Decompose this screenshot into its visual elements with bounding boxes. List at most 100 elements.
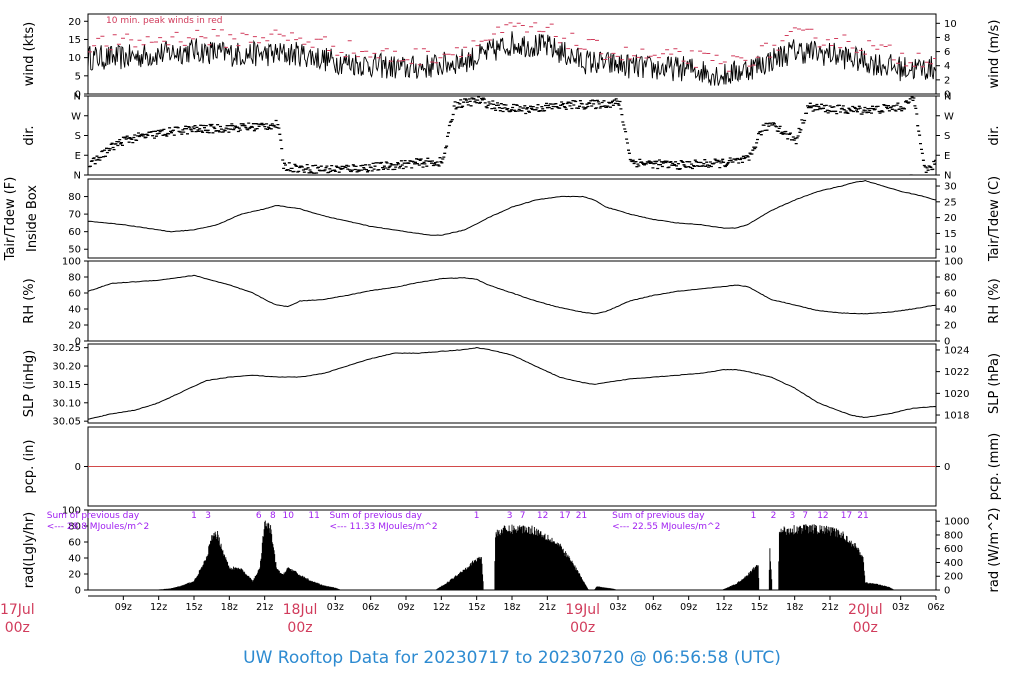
rad-marker-label: 11 [308, 511, 319, 521]
y-axis-label-right: RH (%) [987, 278, 1002, 323]
y-tick-label: 30.15 [52, 380, 81, 391]
y-tick-label: 0 [75, 337, 81, 348]
y-axis-label-right: SLP (hPa) [987, 353, 1002, 414]
y-tick-label-right: 40 [944, 305, 957, 316]
y-axis-label-left: RH (%) [22, 278, 37, 323]
y-tick-label: 80 [68, 192, 81, 203]
y-axis-label-left: Tair/Tdew (F) [3, 177, 18, 262]
y-tick-label-right: 100 [944, 257, 963, 268]
x-tick-label: 12z [715, 602, 732, 613]
y-axis-label-left: Inside Box [25, 185, 40, 252]
rad-marker-label: 7 [802, 511, 808, 521]
panel-wind: 0 5 10 15 20 0 2 4 6 8 10 wind (kts) wind (m/s) 10 mi… [22, 13, 1002, 101]
y-tick-label-right: 1000 [944, 517, 969, 528]
y-axis-label-right: wind (m/s) [987, 20, 1002, 89]
y-tick-label-right: 80 [944, 273, 957, 284]
x-tick-label: 09z [680, 602, 697, 613]
date-label: 20Jul [848, 602, 883, 618]
y-tick-label: 60 [68, 538, 81, 549]
radiation-bars [153, 520, 283, 590]
y-tick-label: W [71, 111, 81, 122]
rad-marker-label: 17 [841, 511, 852, 521]
panel-rh: 0 20 40 60 80 100 0 20 40 60 80 100 RH (%) RH (%) [22, 257, 1002, 348]
y-tick-label: 30.10 [52, 398, 81, 409]
x-tick-label: 21z [821, 602, 838, 613]
y-tick-label: 60 [68, 289, 81, 300]
y-tick-label: 70 [68, 210, 81, 221]
rad-marker-label: 8 [270, 511, 276, 521]
plot-area [88, 346, 936, 420]
radiation-bars [281, 567, 342, 590]
panel-temp: 50 60 70 80 10 15 20 25 30 Tair/Tdew (F) Inside Bo… [3, 176, 1002, 262]
x-tick-label: 06z [362, 602, 379, 613]
y-tick-label-right: 200 [944, 572, 963, 583]
rad-marker-label: 17 [559, 511, 570, 521]
temp-line [88, 180, 936, 236]
wind-direction-marks [88, 96, 936, 175]
time-axis: 09z 12z 15z 18z 21z 03z 06z 09z 12z 15z 18z 21z 03z 0… [0, 595, 945, 636]
y-axis-label-left: rad(Lgly/hr) [22, 512, 37, 588]
date-time-label: 00z [5, 620, 30, 636]
x-tick-label: 09z [397, 602, 414, 613]
plot-area [88, 96, 936, 175]
x-tick-label: 18z [786, 602, 803, 613]
x-tick-label: 21z [256, 602, 273, 613]
panel-frame [87, 343, 937, 424]
x-tick-label: 03z [892, 602, 909, 613]
rad-marker-label: 6 [256, 511, 262, 521]
rad-marker-label: 12 [817, 511, 828, 521]
panel-pcp: 0 0 pcp. (in) pcp. (mm) [22, 426, 1002, 507]
x-tick-label: 03z [609, 602, 626, 613]
y-tick-label-right: W [944, 111, 954, 122]
y-tick-label-right: 10 [944, 19, 957, 30]
x-tick-label: 03z [327, 602, 344, 613]
y-tick-label: 10 [68, 53, 81, 64]
y-tick-label: 20 [68, 17, 81, 28]
y-tick-label: 100 [62, 257, 81, 268]
plot-area [88, 180, 936, 236]
rad-marker-label: 12 [537, 511, 548, 521]
y-tick-label-right: 30 [944, 182, 957, 193]
y-tick-label: 5 [75, 71, 81, 82]
slp-line [88, 346, 936, 420]
y-tick-label: 30.05 [52, 417, 81, 428]
x-tick-label: 12z [433, 602, 450, 613]
rh-line [88, 274, 936, 315]
plot-area [88, 22, 936, 86]
y-tick-label: 30.25 [52, 343, 81, 354]
wind-speed-line [88, 31, 936, 86]
day-sum-label: Sum of previous day [329, 511, 422, 521]
panel-slp: 30.05 30.10 30.15 30.20 30.25 1018 1020 1022 102… [22, 343, 1002, 427]
y-tick-label-right: 60 [944, 289, 957, 300]
y-tick-label: 50 [68, 245, 81, 256]
chart-title: UW Rooftop Data for 20230717 to 20230720… [243, 648, 781, 668]
rad-marker-label: 1 [191, 511, 197, 521]
y-tick-label: 40 [68, 305, 81, 316]
rad-marker-label: 1 [474, 511, 480, 521]
y-tick-label: 0 [75, 90, 81, 101]
rad-marker-label: 21 [576, 511, 587, 521]
plot-area [153, 520, 895, 590]
y-tick-label-right: 800 [944, 530, 963, 541]
x-tick-label: 06z [645, 602, 662, 613]
date-time-label: 00z [570, 620, 595, 636]
y-tick-label-right: N [944, 171, 951, 182]
y-tick-label-right: 20 [944, 321, 957, 332]
x-tick-label: 06z [927, 602, 944, 613]
y-tick-label: N [74, 92, 81, 103]
y-tick-label: S [75, 131, 81, 142]
y-tick-label-right: E [944, 151, 950, 162]
x-tick-label: 12z [150, 602, 167, 613]
y-tick-label: 100 [62, 506, 81, 517]
y-tick-label-right: 15 [944, 229, 957, 240]
panel-frame [87, 13, 937, 95]
y-tick-label-right: S [944, 131, 950, 142]
rad-marker-label: 2 [771, 511, 777, 521]
rad-marker-label: 3 [507, 511, 513, 521]
y-tick-label: 15 [68, 35, 81, 46]
y-tick-label: 0 [75, 586, 81, 597]
y-axis-label-left: dir. [22, 125, 37, 145]
y-tick-label-right: 0 [944, 586, 950, 597]
y-tick-label: 40 [68, 554, 81, 565]
wind-annotation: 10 min. peak winds in red [106, 16, 223, 26]
